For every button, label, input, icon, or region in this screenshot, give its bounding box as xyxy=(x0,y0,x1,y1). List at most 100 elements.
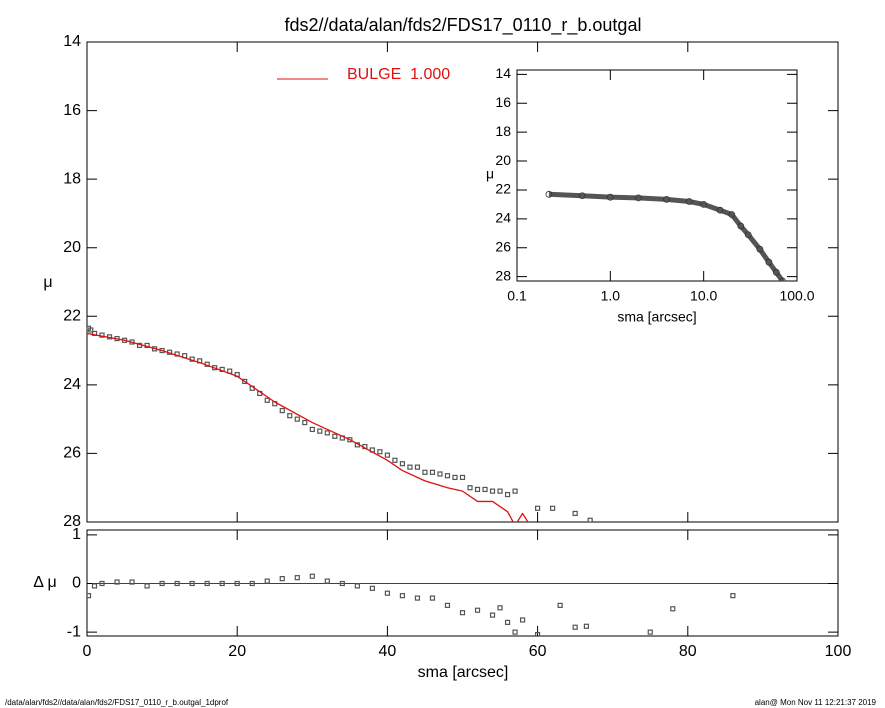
data-point xyxy=(399,593,406,599)
data-point xyxy=(685,198,693,205)
data-point xyxy=(670,606,676,612)
data-point xyxy=(572,624,578,630)
data-point xyxy=(779,277,786,281)
plot-frame xyxy=(516,69,798,282)
y-tick-label: 26 xyxy=(63,445,81,462)
data-point xyxy=(512,488,518,494)
data-point xyxy=(489,612,496,618)
data-point xyxy=(504,619,511,625)
data-point xyxy=(482,486,488,493)
data-point xyxy=(497,605,503,611)
data-point xyxy=(114,579,120,585)
data-point xyxy=(452,474,458,481)
data-point xyxy=(332,433,338,439)
data-point xyxy=(369,585,375,591)
plot-area xyxy=(87,325,593,522)
data-point xyxy=(635,194,642,202)
data-point xyxy=(264,397,270,403)
data-point xyxy=(88,327,94,333)
data-point xyxy=(159,580,165,587)
data-point xyxy=(384,452,390,458)
x-tick-label: 1.0 xyxy=(601,288,621,304)
data-point xyxy=(474,607,481,613)
chart-title: fds2//data/alan/fds2/FDS17_0110_r_b.outg… xyxy=(285,15,642,36)
data-point xyxy=(700,201,708,208)
y-tick-label: 18 xyxy=(63,170,81,187)
data-point xyxy=(422,469,428,475)
plot-frame xyxy=(86,41,839,523)
data-point xyxy=(294,416,300,422)
data-point xyxy=(663,195,670,203)
data-point xyxy=(737,222,745,230)
x-tick-label: 100 xyxy=(825,643,852,660)
data-point xyxy=(264,578,270,584)
data-point xyxy=(399,461,406,467)
data-point xyxy=(174,580,180,587)
data-point xyxy=(459,474,466,481)
data-point xyxy=(302,419,308,426)
legend-label: BULGE 1.000 xyxy=(347,66,450,83)
data-point xyxy=(91,583,98,589)
data-point xyxy=(99,332,105,338)
data-point xyxy=(414,595,421,601)
y-tick-label: 24 xyxy=(63,376,81,393)
y-tick-label: 14 xyxy=(63,33,81,50)
data-point xyxy=(234,580,240,587)
data-point xyxy=(377,449,383,455)
y-tick-label: 28 xyxy=(495,267,511,283)
y-axis-label: μ xyxy=(43,274,52,291)
data-point xyxy=(324,430,330,436)
data-point xyxy=(772,268,780,276)
data-point xyxy=(354,583,360,589)
data-point xyxy=(744,231,752,239)
data-point xyxy=(550,505,556,511)
data-point xyxy=(309,573,315,579)
y-tick-label: 22 xyxy=(495,181,511,197)
data-point xyxy=(414,464,421,470)
data-point xyxy=(429,469,436,475)
data-point xyxy=(129,579,135,585)
data-point xyxy=(765,258,773,266)
data-point xyxy=(647,629,653,635)
y-tick-label: 16 xyxy=(495,94,511,110)
y-tick-label: 14 xyxy=(495,65,511,81)
data-point xyxy=(534,505,541,511)
data-point xyxy=(467,485,473,491)
x-tick-label: 0 xyxy=(83,643,92,660)
y-tick-label: 26 xyxy=(495,238,511,254)
data-point xyxy=(384,590,390,596)
data-point xyxy=(219,580,225,587)
data-point xyxy=(279,407,285,414)
data-point xyxy=(347,437,353,443)
data-point xyxy=(242,378,248,385)
y-tick-label: 20 xyxy=(495,152,511,168)
data-point xyxy=(204,580,210,587)
data-point xyxy=(339,580,345,587)
y-tick-label: 20 xyxy=(63,239,81,256)
data-point xyxy=(756,245,764,253)
data-point xyxy=(545,190,553,198)
data-point xyxy=(317,428,323,434)
data-point xyxy=(489,488,496,494)
x-axis-label: sma [arcsec] xyxy=(617,309,696,325)
data-point xyxy=(572,510,578,517)
data-point xyxy=(309,426,315,433)
x-tick-label: 10.0 xyxy=(690,288,717,304)
x-tick-label: 20 xyxy=(228,643,246,660)
y-tick-label: 28 xyxy=(63,513,81,530)
data-point xyxy=(392,457,398,463)
y-tick-label: 0 xyxy=(72,575,81,592)
data-point xyxy=(287,413,293,419)
data-point xyxy=(407,464,413,470)
data-point xyxy=(606,193,614,201)
data-point xyxy=(534,631,541,636)
data-point xyxy=(578,192,586,200)
footer-left: /data/alan/fds2//data/alan/fds2/FDS17_01… xyxy=(5,698,229,707)
data-point xyxy=(429,595,436,601)
inset-background xyxy=(517,70,797,281)
data-point xyxy=(587,517,593,522)
data-point xyxy=(474,486,481,493)
y-tick-label: 24 xyxy=(495,210,511,226)
data-point xyxy=(728,211,736,218)
